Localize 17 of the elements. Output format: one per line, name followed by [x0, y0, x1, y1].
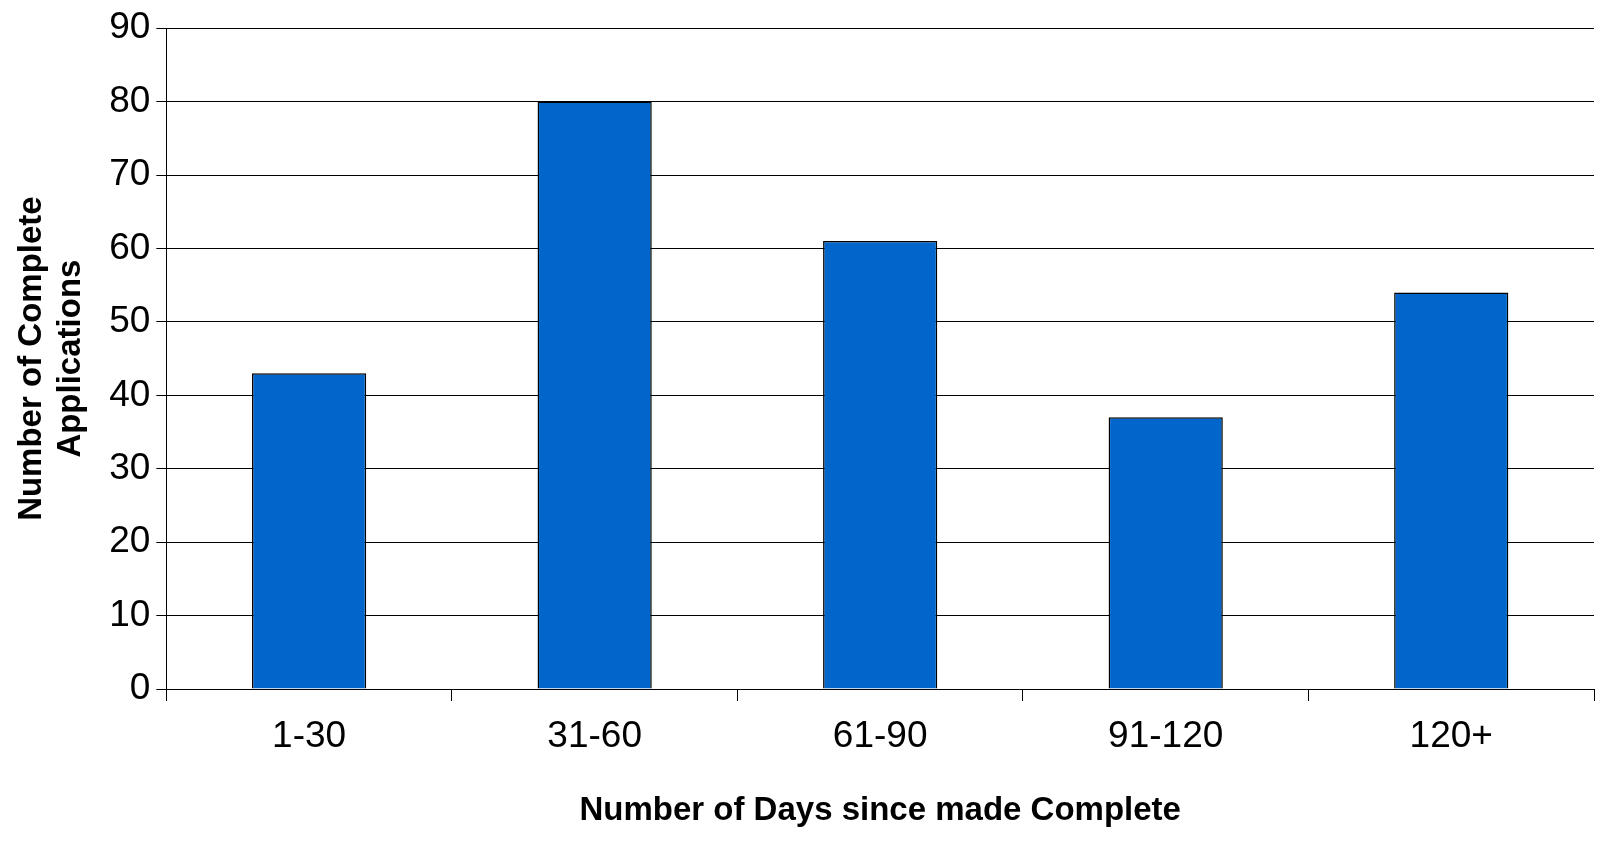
x-tick-label: 61-90: [832, 714, 928, 756]
y-tick-label: 0: [129, 666, 151, 708]
x-tick-label: 91-120: [1108, 714, 1224, 756]
y-tick-label: 60: [109, 225, 151, 267]
y-tick-label: 90: [109, 5, 151, 47]
y-axis-title: Number of Complete Applications: [10, 196, 88, 521]
x-tick-label: 31-60: [547, 714, 642, 756]
x-axis-title: Number of Days since made Complete: [579, 790, 1181, 828]
y-tick-label: 40: [109, 372, 151, 414]
y-tick-label: 30: [109, 445, 151, 487]
x-tick-label: 1-30: [272, 714, 347, 756]
y-tick-label: 10: [109, 592, 151, 634]
y-tick-label: 20: [109, 519, 151, 561]
x-tick-label: 120+: [1409, 714, 1493, 756]
y-tick-label: 50: [109, 299, 151, 341]
y-tick-label: 70: [109, 152, 151, 194]
y-tick-label: 80: [109, 78, 151, 120]
